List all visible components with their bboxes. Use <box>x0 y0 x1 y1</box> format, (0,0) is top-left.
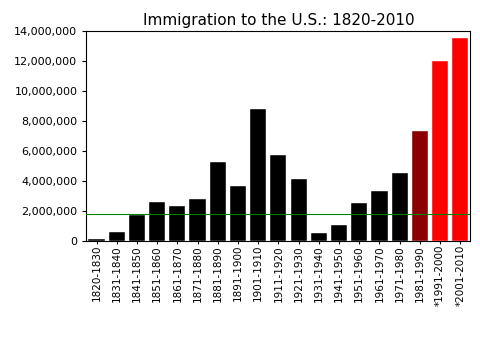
Bar <box>331 225 347 241</box>
Bar <box>432 61 448 241</box>
Bar <box>372 191 387 241</box>
Bar <box>351 203 367 241</box>
Bar <box>392 173 408 241</box>
Bar <box>230 185 246 241</box>
Title: Immigration to the U.S.: 1820-2010: Immigration to the U.S.: 1820-2010 <box>143 13 414 29</box>
Bar <box>311 233 327 241</box>
Bar <box>270 155 287 241</box>
Bar <box>250 109 266 241</box>
Bar <box>290 179 307 241</box>
Bar <box>88 238 105 241</box>
Bar <box>412 131 428 241</box>
Bar <box>452 39 468 241</box>
Bar <box>190 198 205 241</box>
Bar <box>169 206 185 241</box>
Bar <box>108 232 125 241</box>
Bar <box>149 202 165 241</box>
Bar <box>129 215 145 241</box>
Bar <box>210 162 226 241</box>
